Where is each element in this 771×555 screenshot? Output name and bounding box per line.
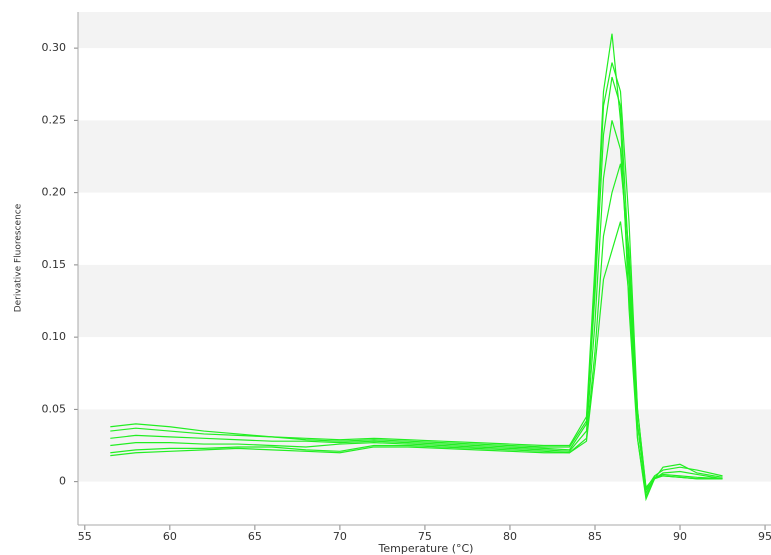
x-tick-label: 65	[248, 530, 262, 543]
series-line	[110, 120, 723, 499]
x-tick-label: 70	[333, 530, 347, 543]
grid-band	[78, 120, 771, 193]
y-tick-label: 0	[59, 475, 66, 488]
series-line	[110, 62, 723, 489]
grid-band	[78, 12, 771, 49]
y-tick-label: 0.10	[42, 330, 67, 343]
y-axis-label: Derivative Fluorescence	[14, 203, 24, 312]
x-tick-label: 85	[588, 530, 602, 543]
y-tick-label: 0.15	[42, 258, 67, 271]
y-tick-label: 0.25	[42, 113, 67, 126]
x-tick-label: 60	[163, 530, 177, 543]
x-tick-label: 90	[673, 530, 687, 543]
series-line	[110, 221, 723, 492]
x-tick-label: 80	[503, 530, 517, 543]
grid-band	[78, 409, 771, 482]
y-tick-label: 0.30	[42, 41, 67, 54]
grid-band	[78, 264, 771, 338]
x-tick-label: 95	[758, 530, 771, 543]
x-axis-label: Temperature (°C)	[378, 542, 474, 555]
y-tick-label: 0.05	[42, 402, 67, 415]
x-tick-label: 75	[418, 530, 432, 543]
x-tick-label: 55	[78, 530, 92, 543]
y-tick-label: 0.20	[42, 186, 67, 199]
series-line	[110, 33, 723, 502]
